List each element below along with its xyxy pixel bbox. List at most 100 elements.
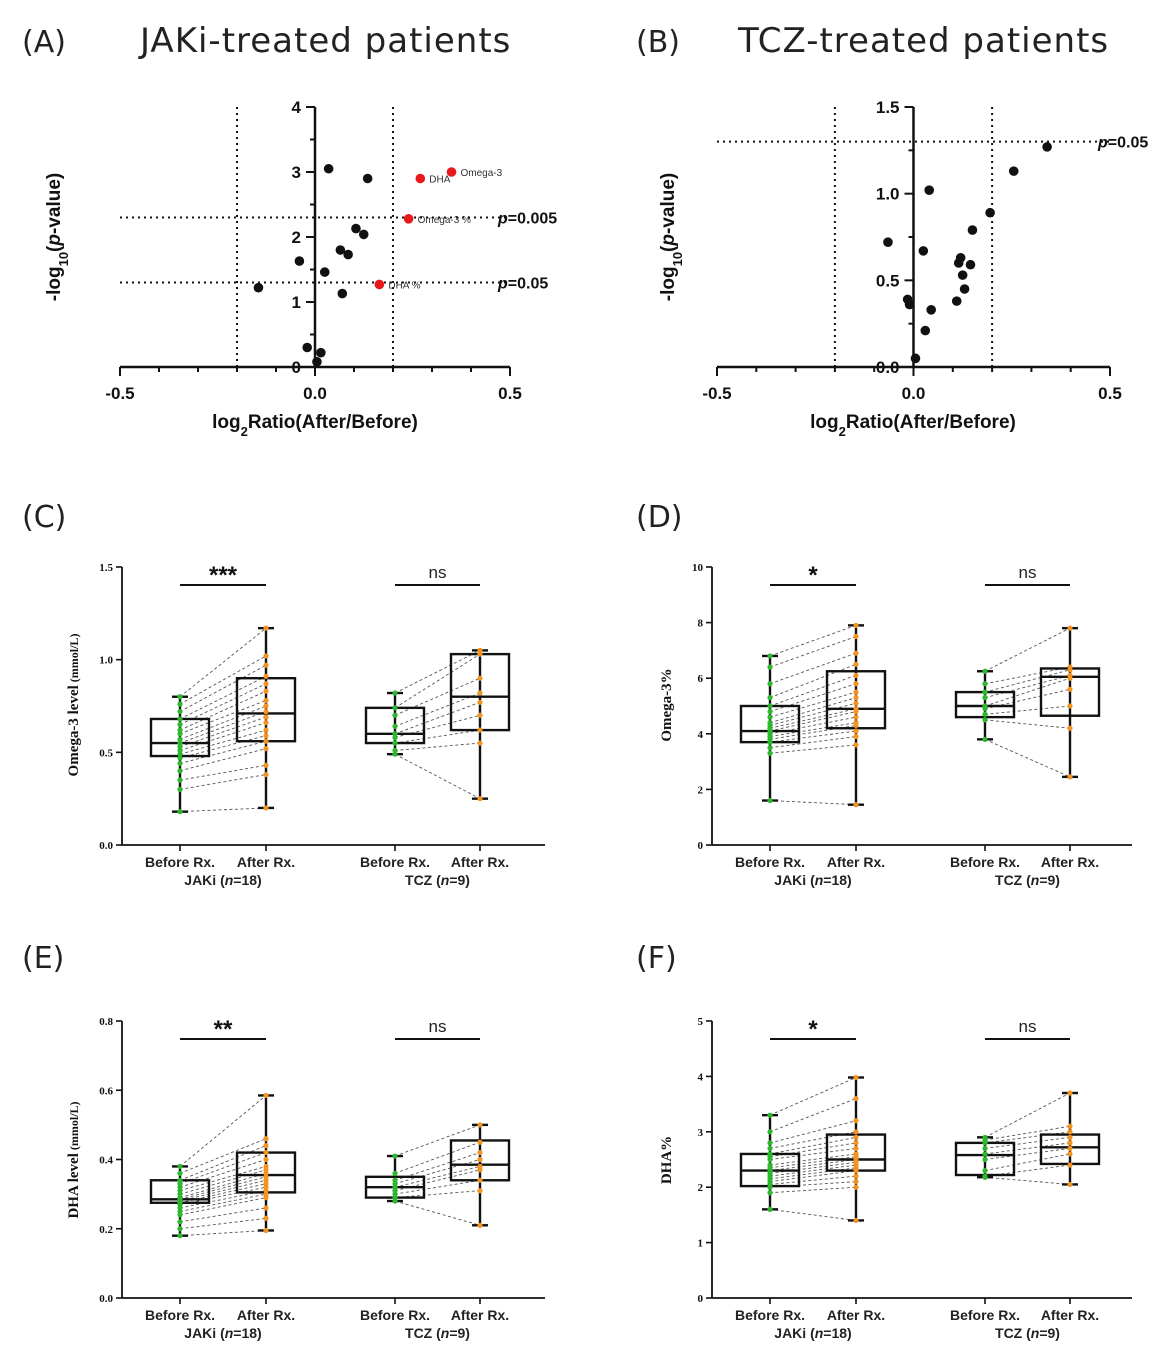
x-tick-label: 0.0 <box>303 384 327 403</box>
after-point <box>853 661 859 667</box>
before-point <box>177 744 183 750</box>
paired-line <box>769 736 857 749</box>
panel-letter: (E) <box>22 941 64 976</box>
y-tick-label: 6 <box>698 673 704 685</box>
label-subscript: 10 <box>56 252 71 266</box>
before-point <box>177 777 183 783</box>
panel-D: (D) 0 2 4 6 8 10 Omega-3% Before Rx. After Rx. Bef… <box>636 500 1132 888</box>
paired-line <box>179 764 267 781</box>
label-italic: n <box>815 872 824 888</box>
label-part: ( <box>44 245 65 252</box>
before-point <box>982 1134 988 1140</box>
data-point <box>312 357 322 367</box>
paired-line <box>769 1181 857 1188</box>
paired-line <box>769 1077 857 1116</box>
before-point <box>767 1129 773 1135</box>
paired-line <box>984 688 1071 710</box>
before-point <box>982 1156 988 1163</box>
before-point <box>392 1153 398 1159</box>
label-part: JAKi ( <box>184 872 225 888</box>
data-point <box>335 245 346 255</box>
after-point <box>477 712 483 718</box>
paired-line <box>179 1172 267 1199</box>
category-label: After Rx. <box>1041 1307 1099 1323</box>
y-axis-title: DHA level (mmol/L) <box>66 1101 82 1218</box>
paired-line <box>179 683 267 725</box>
paired-line <box>179 774 267 790</box>
after-point <box>263 727 269 733</box>
y-axis-title: -log10(p-value) <box>658 173 685 301</box>
highlight-point <box>403 214 414 224</box>
significance-label: ** <box>214 1016 233 1043</box>
before-point <box>767 653 773 659</box>
after-point <box>853 700 859 706</box>
data-point <box>924 185 935 195</box>
paired-line <box>769 1170 857 1183</box>
y-tick-label: 0.4 <box>99 1155 113 1167</box>
x-tick-label: 0.5 <box>498 384 522 403</box>
after-point <box>853 695 859 701</box>
after-point <box>477 727 483 733</box>
after-point <box>477 740 483 746</box>
x-axis-title: log2Ratio(After/Before) <box>810 412 1016 439</box>
before-point <box>392 751 398 757</box>
paired-line <box>984 1125 1071 1141</box>
category-label: After Rx. <box>237 1307 295 1323</box>
group-label: JAKi (n=18) <box>184 1325 261 1341</box>
paired-line <box>769 674 857 707</box>
paired-line <box>179 655 267 705</box>
label-part: =18) <box>823 872 851 888</box>
before-point <box>767 708 773 715</box>
y-tick-label: 4 <box>698 1071 704 1083</box>
paired-line <box>394 753 481 800</box>
label-part: JAKi ( <box>184 1325 225 1341</box>
x-axis-title: log2Ratio(After/Before) <box>212 412 418 439</box>
highlight-point <box>446 167 457 177</box>
before-point <box>392 1170 398 1176</box>
paired-line <box>179 690 267 731</box>
y-tick-label: 2 <box>698 1182 704 1194</box>
p-symbol: p <box>497 211 508 228</box>
after-point <box>263 1227 269 1234</box>
label-italic: p <box>658 234 679 247</box>
before-point <box>392 1177 398 1183</box>
panel-title: TCZ-treated patients <box>737 21 1109 61</box>
before-point <box>767 745 773 751</box>
label-part: =18) <box>233 1325 261 1341</box>
before-point <box>767 1162 773 1168</box>
before-point <box>767 1145 773 1152</box>
paired-line <box>769 1159 857 1172</box>
data-point <box>337 288 348 299</box>
after-point <box>1067 1123 1073 1129</box>
after-point <box>1067 1090 1073 1096</box>
paired-line <box>769 711 857 732</box>
paired-line <box>769 1186 857 1194</box>
paired-line <box>984 627 1071 672</box>
paired-line <box>769 1120 857 1144</box>
after-point <box>853 650 859 656</box>
category-label: After Rx. <box>237 854 295 870</box>
after-point <box>477 675 483 681</box>
before-point <box>392 747 398 754</box>
p-value: =0.005 <box>508 211 557 228</box>
after-point <box>263 720 269 726</box>
paired-line <box>769 1164 857 1177</box>
category-label: Before Rx. <box>360 854 430 870</box>
before-point <box>177 716 183 722</box>
y-tick-label: 1.0 <box>99 655 113 667</box>
label-part: TCZ ( <box>405 1325 441 1341</box>
after-point <box>263 762 269 768</box>
y-tick-label: 0 <box>292 358 301 377</box>
paired-line <box>394 1200 481 1226</box>
after-point <box>853 714 859 720</box>
paired-line <box>179 748 267 772</box>
before-point <box>177 727 183 733</box>
after-point <box>263 662 269 668</box>
p-symbol: p <box>1097 135 1108 152</box>
paired-line <box>984 674 1071 699</box>
before-point <box>982 703 988 709</box>
y-tick-label: 0.0 <box>99 840 113 852</box>
label-part: JAKi ( <box>774 1325 815 1341</box>
paired-line <box>179 1193 267 1212</box>
before-point <box>392 712 398 718</box>
